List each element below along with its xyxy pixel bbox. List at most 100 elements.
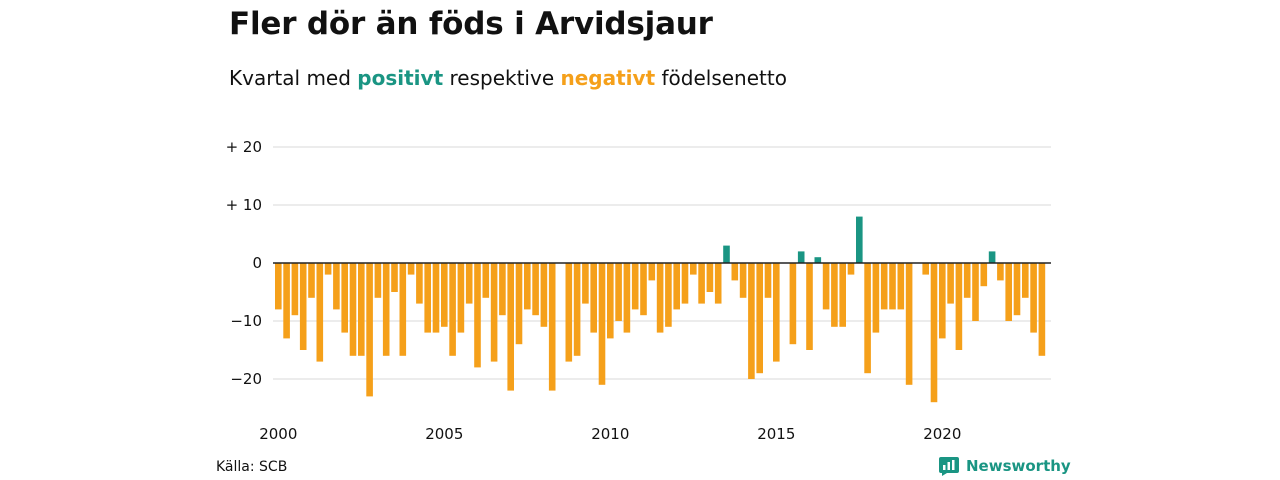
x-axis-ticks: 2000 2005 2010 2015 2020	[259, 425, 961, 443]
bar	[681, 263, 689, 304]
bar	[905, 263, 913, 385]
bar	[474, 263, 481, 368]
bar	[988, 251, 996, 263]
bar	[366, 263, 373, 397]
bar	[673, 263, 680, 310]
bar	[465, 263, 473, 304]
bar	[615, 263, 622, 321]
y-tick-label: + 20	[226, 138, 262, 156]
bar	[723, 245, 730, 263]
bar	[524, 263, 531, 310]
bar	[333, 263, 340, 310]
x-tick-label: 2020	[923, 425, 961, 443]
bar	[963, 263, 971, 298]
bar	[308, 263, 315, 298]
y-tick-label: −10	[230, 312, 262, 330]
bar	[432, 263, 440, 333]
bar	[756, 263, 763, 374]
bar	[889, 263, 896, 310]
bar	[399, 263, 407, 356]
chart-title: Fler dör än föds i Arvidsjaur	[229, 6, 713, 42]
bar	[283, 263, 290, 339]
bar	[275, 263, 282, 310]
bar	[955, 263, 963, 350]
bar	[731, 263, 739, 281]
bar	[773, 263, 780, 362]
bar	[797, 251, 805, 263]
bar	[947, 263, 954, 304]
bar	[457, 263, 465, 333]
bar	[831, 263, 838, 327]
bar	[590, 263, 597, 333]
y-tick-label: + 10	[226, 196, 262, 214]
bar	[548, 263, 556, 391]
bar	[922, 263, 929, 275]
subtitle-prefix: Kvartal med	[229, 66, 351, 90]
bar	[1038, 263, 1046, 356]
bar	[972, 263, 979, 321]
brand-name: Newsworthy	[966, 457, 1071, 475]
bar	[565, 263, 573, 362]
bar	[1013, 263, 1021, 316]
bar	[540, 263, 548, 327]
y-axis-ticks: + 20 + 10 0 −10 −20	[226, 138, 262, 388]
bar	[698, 263, 705, 304]
bar	[424, 263, 431, 333]
subtitle-suffix: födelsenetto	[661, 66, 787, 90]
bar	[299, 263, 307, 350]
bar	[291, 263, 299, 316]
bar	[507, 263, 514, 391]
chart-subtitle: Kvartal med positivt respektive negativt…	[229, 66, 787, 90]
bar	[856, 216, 863, 263]
bar	[665, 263, 672, 327]
bar	[690, 263, 697, 275]
bar	[980, 263, 988, 287]
bar	[872, 263, 880, 333]
x-tick-label: 2005	[425, 425, 463, 443]
bar	[714, 263, 722, 304]
bar	[997, 263, 1004, 281]
bar	[532, 263, 539, 316]
bar	[598, 263, 606, 385]
bar	[441, 263, 448, 327]
bar	[582, 263, 589, 304]
bar	[623, 263, 631, 333]
bar	[324, 263, 332, 275]
newsworthy-logo-icon	[939, 457, 959, 476]
bar	[358, 263, 365, 356]
y-tick-label: 0	[252, 254, 262, 272]
bar	[490, 263, 498, 362]
bar	[1005, 263, 1012, 321]
x-tick-label: 2010	[591, 425, 629, 443]
bar	[640, 263, 647, 316]
bar	[499, 263, 506, 316]
bar	[631, 263, 639, 310]
subtitle-positive-label: positivt	[357, 66, 444, 90]
bar	[316, 263, 324, 362]
bar	[864, 263, 871, 374]
bar	[607, 263, 614, 339]
bar	[814, 257, 822, 263]
bar	[656, 263, 664, 333]
bar	[482, 263, 490, 298]
source-note: Källa: SCB	[216, 459, 288, 475]
bar	[789, 263, 797, 345]
bar	[648, 263, 656, 281]
bar	[1030, 263, 1037, 333]
bar	[341, 263, 348, 333]
bar	[897, 263, 905, 310]
bar	[939, 263, 946, 339]
bar	[416, 263, 423, 304]
subtitle-negative-label: negativt	[560, 66, 656, 90]
bar	[515, 263, 523, 345]
bar	[739, 263, 747, 298]
bar	[930, 263, 938, 403]
bar	[880, 263, 888, 310]
x-tick-label: 2000	[259, 425, 297, 443]
bar	[806, 263, 813, 350]
bar	[1022, 263, 1029, 298]
subtitle-middle: respektive	[449, 66, 555, 90]
bar	[573, 263, 581, 356]
brand-logo[interactable]: Newsworthy	[938, 455, 1071, 477]
